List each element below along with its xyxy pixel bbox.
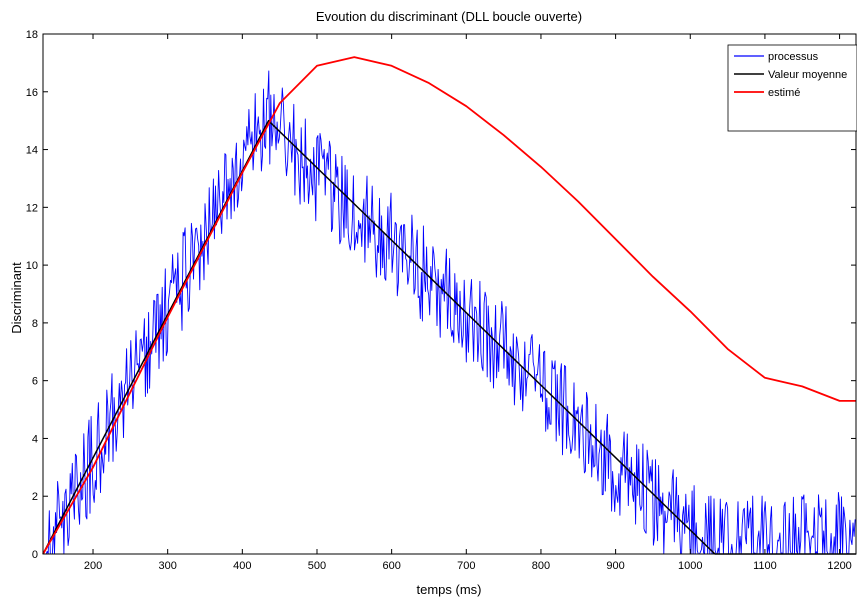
x-tick-label: 600 [382, 560, 400, 572]
x-tick-label: 800 [532, 560, 550, 572]
y-tick-label: 14 [26, 145, 38, 157]
y-tick-label: 2 [32, 491, 38, 503]
y-tick-label: 8 [32, 318, 38, 330]
series-line-estim- [42, 56, 856, 555]
x-tick-label: 400 [233, 560, 251, 572]
chart-title: Evoution du discriminant (DLL boucle ouv… [316, 9, 582, 24]
x-tick-label: 1100 [753, 560, 777, 572]
y-tick-label: 16 [26, 87, 38, 99]
series-line-valeur-moyenne [42, 119, 856, 555]
x-tick-label: 300 [158, 560, 176, 572]
x-tick-label: 1200 [827, 560, 851, 572]
series-layer [42, 56, 856, 555]
y-tick-label: 0 [32, 549, 38, 561]
y-tick-label: 4 [32, 433, 38, 445]
x-tick-label: 500 [308, 560, 326, 572]
y-tick-label: 6 [32, 376, 38, 388]
series-line-processus [43, 70, 856, 555]
y-axis-label: Discriminant [9, 262, 24, 334]
x-tick-label: 700 [457, 560, 475, 572]
y-tick-label: 10 [26, 260, 38, 272]
legend-label-valeur-moyenne: Valeur moyenne [768, 69, 847, 81]
plot-frame [42, 33, 857, 555]
legend-label-estime: estimé [768, 87, 800, 99]
y-tick-label: 12 [26, 202, 38, 214]
legend-label-processus: processus [768, 51, 819, 63]
legend-box [727, 44, 857, 132]
x-tick-label: 900 [606, 560, 624, 572]
legend: processus Valeur moyenne estimé [727, 44, 857, 132]
x-tick-label: 200 [84, 560, 102, 572]
x-tick-label: 1000 [678, 560, 702, 572]
ticks-layer: 200 300 400 500 600 700 800 900 1000 1100 1200 0 2 4 6… [26, 29, 856, 572]
y-tick-label: 18 [26, 29, 38, 41]
x-axis-label: temps (ms) [417, 582, 482, 597]
